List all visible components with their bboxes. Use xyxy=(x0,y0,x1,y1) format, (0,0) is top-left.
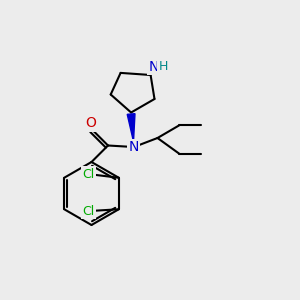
Polygon shape xyxy=(127,114,135,142)
Text: O: O xyxy=(85,116,96,130)
Text: N: N xyxy=(148,60,159,74)
Text: H: H xyxy=(158,60,168,73)
Text: N: N xyxy=(128,140,139,154)
Text: Cl: Cl xyxy=(83,168,95,181)
Text: Cl: Cl xyxy=(83,205,95,218)
